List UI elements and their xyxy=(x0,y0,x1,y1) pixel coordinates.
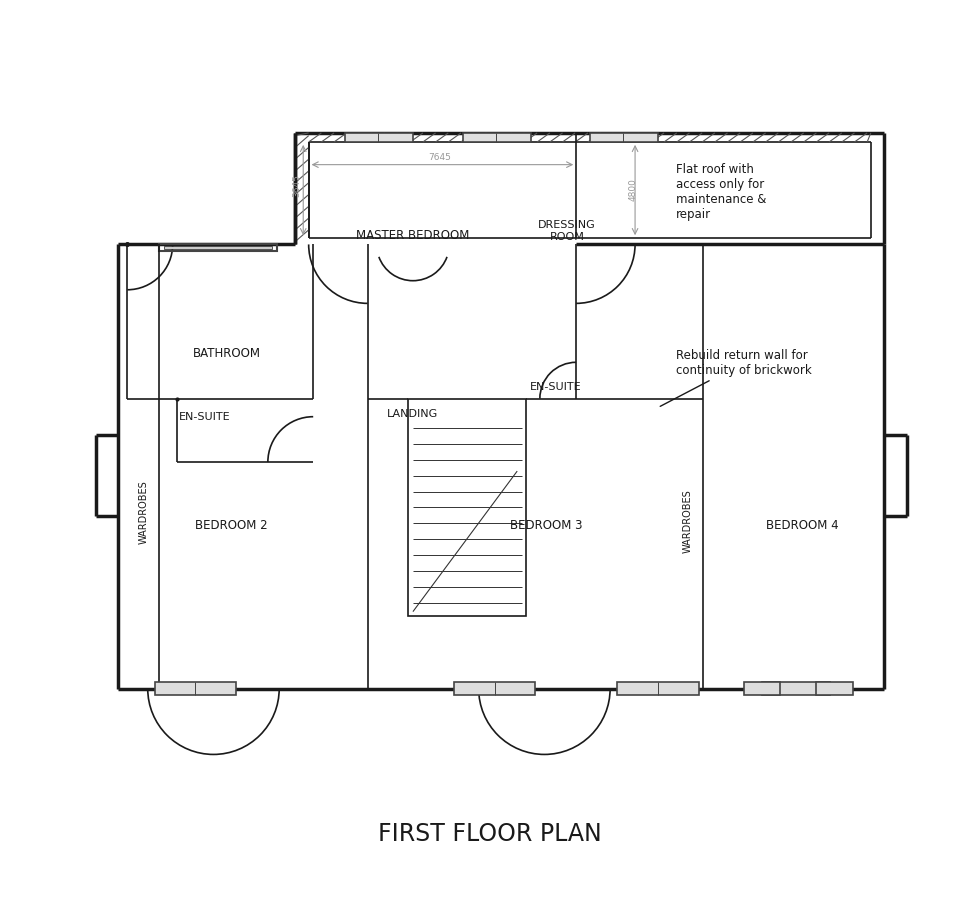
Text: BEDROOM 3: BEDROOM 3 xyxy=(510,519,582,532)
Text: 3645: 3645 xyxy=(292,174,302,197)
Bar xyxy=(744,683,780,695)
Bar xyxy=(816,683,853,695)
Text: BEDROOM 4: BEDROOM 4 xyxy=(766,519,839,532)
Text: Rebuild return wall for
continuity of brickwork: Rebuild return wall for continuity of br… xyxy=(661,349,811,406)
Bar xyxy=(345,133,413,142)
Text: BATHROOM: BATHROOM xyxy=(193,347,261,360)
Text: WARDROBES: WARDROBES xyxy=(683,490,693,553)
Bar xyxy=(164,246,272,249)
Bar xyxy=(762,683,830,695)
Bar xyxy=(590,133,658,142)
Text: EN-SUITE: EN-SUITE xyxy=(530,382,582,392)
Text: LANDING: LANDING xyxy=(387,409,439,419)
Bar xyxy=(155,683,236,695)
Bar xyxy=(159,244,277,251)
Text: BEDROOM 2: BEDROOM 2 xyxy=(195,519,268,532)
Bar xyxy=(617,683,699,695)
Text: WARDROBES: WARDROBES xyxy=(138,480,149,544)
Text: MASTER BEDROOM: MASTER BEDROOM xyxy=(357,229,469,242)
Text: DRESSING
ROOM: DRESSING ROOM xyxy=(538,220,596,242)
Text: Flat roof with
access only for
maintenance &
repair: Flat roof with access only for maintenan… xyxy=(676,163,766,221)
Bar xyxy=(409,399,526,616)
Bar xyxy=(463,133,531,142)
Text: EN-SUITE: EN-SUITE xyxy=(178,412,230,422)
Text: 4800: 4800 xyxy=(629,178,638,201)
Bar xyxy=(454,683,535,695)
Text: FIRST FLOOR PLAN: FIRST FLOOR PLAN xyxy=(378,822,602,845)
Text: 7645: 7645 xyxy=(428,153,452,162)
